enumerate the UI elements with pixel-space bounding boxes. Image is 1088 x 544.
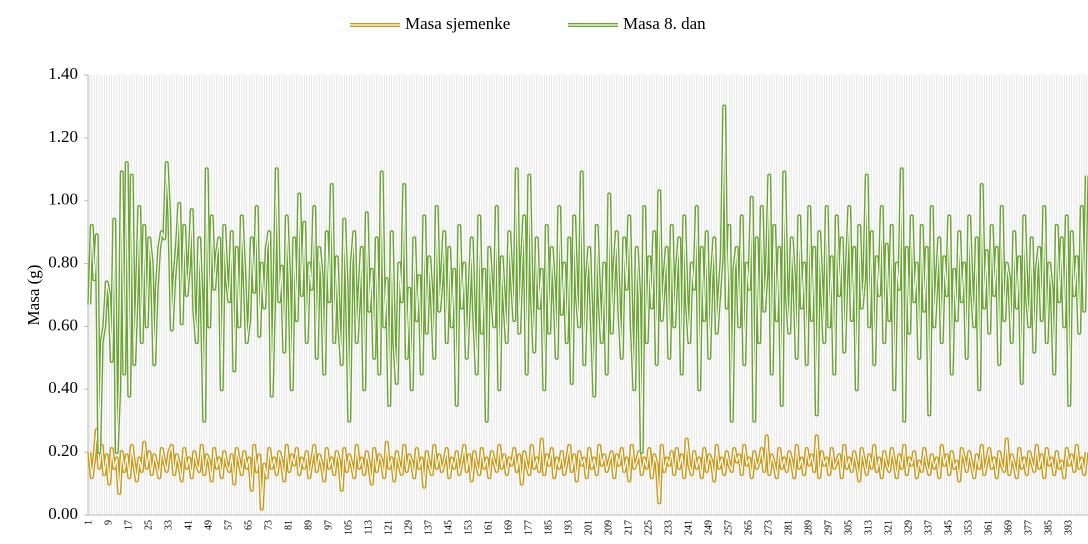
x-tick-label: 257 (724, 520, 735, 535)
x-tick-label: 113 (364, 520, 375, 535)
legend-label: Masa 8. dan (623, 14, 706, 33)
y-tick-label: 0.60 (48, 315, 78, 334)
x-tick-label: 41 (184, 520, 195, 530)
x-tick-label: 73 (264, 520, 275, 530)
x-tick-label: 153 (464, 520, 475, 535)
y-tick-label: 0.20 (48, 441, 78, 460)
x-tick-label: 25 (144, 520, 155, 530)
x-tick-label: 33 (164, 520, 175, 530)
x-tick-label: 217 (624, 520, 635, 535)
x-tick-label: 233 (664, 520, 675, 535)
y-tick-label: 0.80 (48, 252, 78, 271)
legend-label: Masa sjemenke (405, 14, 510, 33)
x-tick-label: 369 (1004, 520, 1015, 535)
y-tick-label: 0.40 (48, 378, 78, 397)
x-tick-label: 289 (804, 520, 815, 535)
x-tick-label: 353 (964, 520, 975, 535)
x-tick-label: 361 (984, 520, 995, 535)
x-tick-label: 249 (704, 520, 715, 535)
x-tick-label: 201 (584, 520, 595, 535)
x-tick-label: 313 (864, 520, 875, 535)
x-tick-label: 89 (304, 520, 315, 530)
x-tick-label: 17 (124, 520, 135, 530)
x-tick-label: 177 (524, 520, 535, 535)
x-tick-label: 273 (764, 520, 775, 535)
x-tick-label: 393 (1064, 520, 1075, 535)
x-tick-label: 9 (104, 520, 115, 525)
x-tick-label: 225 (644, 520, 655, 535)
series-line-core (88, 429, 1088, 510)
x-tick-label: 241 (684, 520, 695, 535)
y-tick-label: 1.20 (48, 127, 78, 146)
x-tick-label: 65 (244, 520, 255, 530)
x-tick-label: 121 (384, 520, 395, 535)
series-line-core (88, 105, 1088, 453)
x-tick-label: 345 (944, 520, 955, 535)
x-tick-label: 145 (444, 520, 455, 535)
x-tick-label: 297 (824, 520, 835, 535)
x-tick-label: 281 (784, 520, 795, 535)
x-tick-label: 337 (924, 520, 935, 535)
x-tick-label: 137 (424, 520, 435, 535)
x-tick-label: 377 (1024, 520, 1035, 535)
x-tick-label: 129 (404, 520, 415, 535)
x-tick-label: 305 (844, 520, 855, 535)
x-tick-label: 169 (504, 520, 515, 535)
x-tick-label: 209 (604, 520, 615, 535)
x-tick-label: 81 (284, 520, 295, 530)
x-tick-label: 193 (564, 520, 575, 535)
x-tick-label: 265 (744, 520, 755, 535)
x-tick-label: 385 (1044, 520, 1055, 535)
y-tick-label: 0.00 (48, 504, 78, 523)
y-axis-title: Masa (g) (24, 265, 43, 326)
x-tick-label: 49 (204, 520, 215, 530)
x-tick-label: 321 (884, 520, 895, 535)
y-tick-label: 1.40 (48, 64, 78, 83)
y-tick-label: 1.00 (48, 190, 78, 209)
x-tick-label: 97 (324, 520, 335, 530)
x-tick-label: 185 (544, 520, 555, 535)
x-tick-label: 161 (484, 520, 495, 535)
x-tick-label: 105 (344, 520, 355, 535)
x-tick-label: 1 (84, 520, 95, 525)
x-tick-label: 57 (224, 520, 235, 530)
x-tick-label: 329 (904, 520, 915, 535)
